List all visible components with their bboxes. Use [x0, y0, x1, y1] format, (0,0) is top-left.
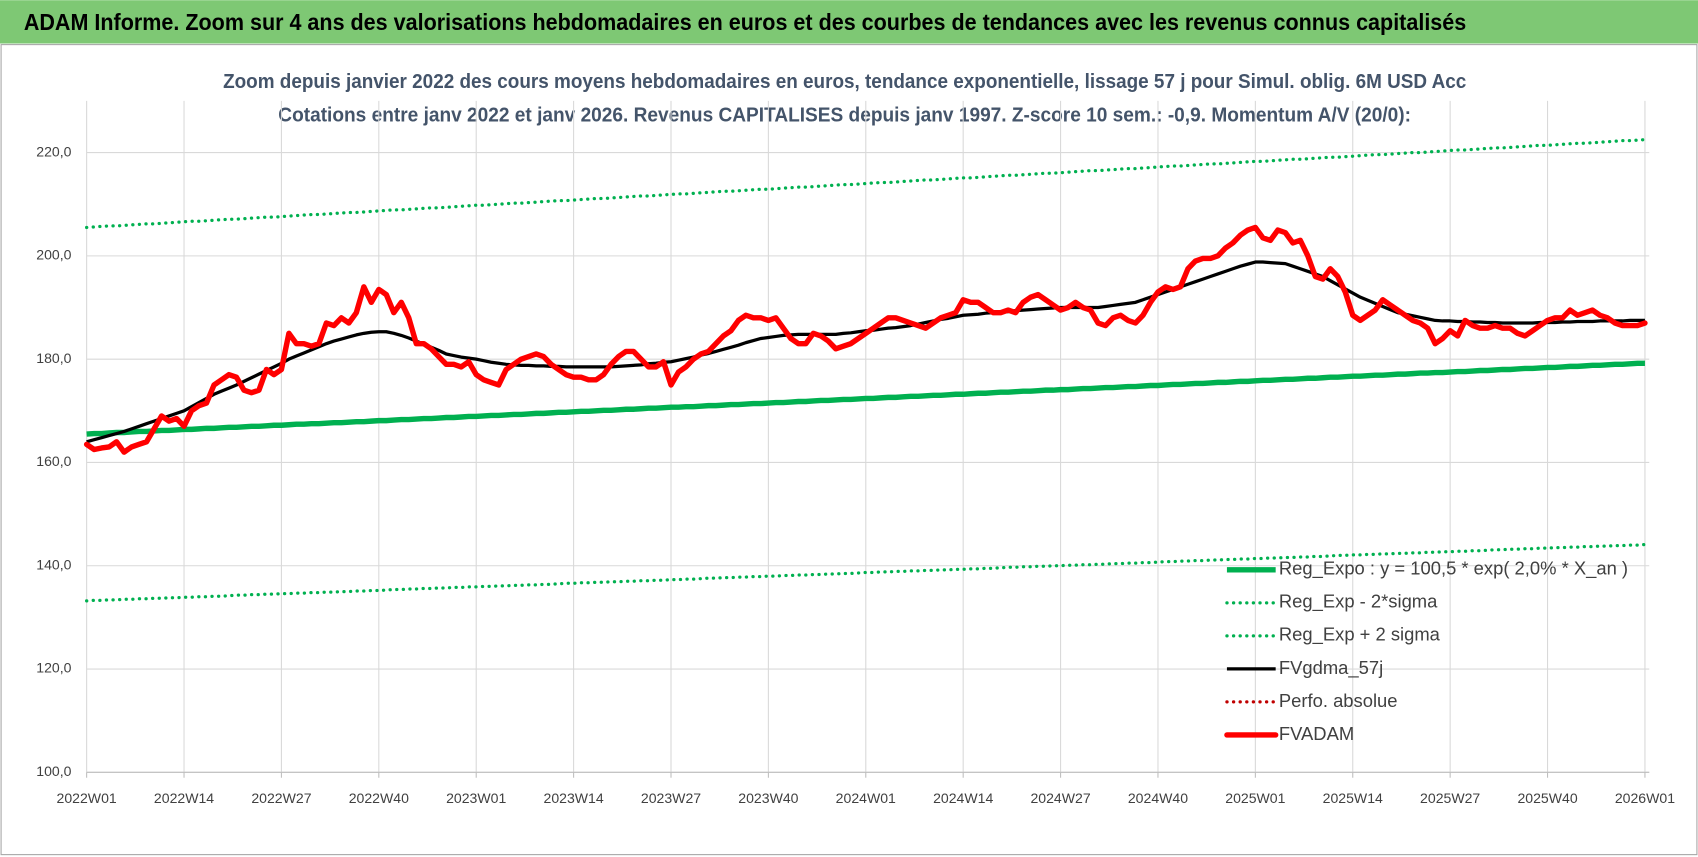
x-tick-label: 2024W14: [933, 790, 993, 806]
x-tick-label: 2023W14: [544, 790, 604, 806]
x-tick-label: 2022W01: [57, 790, 117, 806]
x-tick-label: 2025W40: [1517, 790, 1577, 806]
x-tick-label: 2025W27: [1420, 790, 1480, 806]
x-tick-label: 2023W27: [641, 790, 701, 806]
x-tick-label: 2025W01: [1225, 790, 1285, 806]
x-tick-label: 2022W14: [154, 790, 214, 806]
legend-label: Reg_Exp + 2 sigma: [1279, 624, 1441, 646]
x-tick-label: 2023W01: [446, 790, 506, 806]
x-tick-label: 2022W40: [349, 790, 409, 806]
legend-label: Reg_Exp - 2*sigma: [1279, 591, 1438, 613]
x-tick-label: 2026W01: [1615, 790, 1675, 806]
legend-label: Reg_Expo : y = 100,5 * exp( 2,0% * X_an …: [1279, 558, 1628, 580]
y-tick-label: 200,0: [36, 247, 71, 263]
y-tick-label: 120,0: [36, 660, 71, 676]
series-line: [85, 138, 1647, 230]
chart-frame: [0, 44, 1698, 856]
x-tick-label: 2024W27: [1030, 790, 1090, 806]
y-tick-label: 100,0: [36, 763, 71, 779]
x-tick-label: 2024W01: [836, 790, 896, 806]
header-title: ADAM Informe. Zoom sur 4 ans des valoris…: [24, 9, 1466, 35]
y-tick-label: 180,0: [36, 350, 71, 366]
y-tick-label: 160,0: [36, 453, 71, 469]
header-bar: [0, 0, 1698, 44]
legend-label: Perfo. absolue: [1279, 690, 1398, 711]
series-line: [83, 224, 1648, 455]
x-tick-label: 2023W40: [738, 790, 798, 806]
series-line: [85, 542, 1647, 603]
chart-title: Zoom depuis janvier 2022 des cours moyen…: [223, 70, 1466, 93]
x-tick-label: 2022W27: [251, 790, 311, 806]
x-tick-label: 2025W14: [1323, 790, 1383, 806]
legend-label: FVADAM: [1279, 723, 1354, 744]
chart-subtitle: Cotations entre janv 2022 et janv 2026. …: [278, 104, 1411, 127]
y-tick-label: 220,0: [36, 143, 71, 159]
x-tick-label: 2024W40: [1128, 790, 1188, 806]
legend-label: FVgdma_57j: [1279, 657, 1383, 679]
series-line: [86, 360, 1645, 437]
y-tick-label: 140,0: [36, 556, 71, 572]
